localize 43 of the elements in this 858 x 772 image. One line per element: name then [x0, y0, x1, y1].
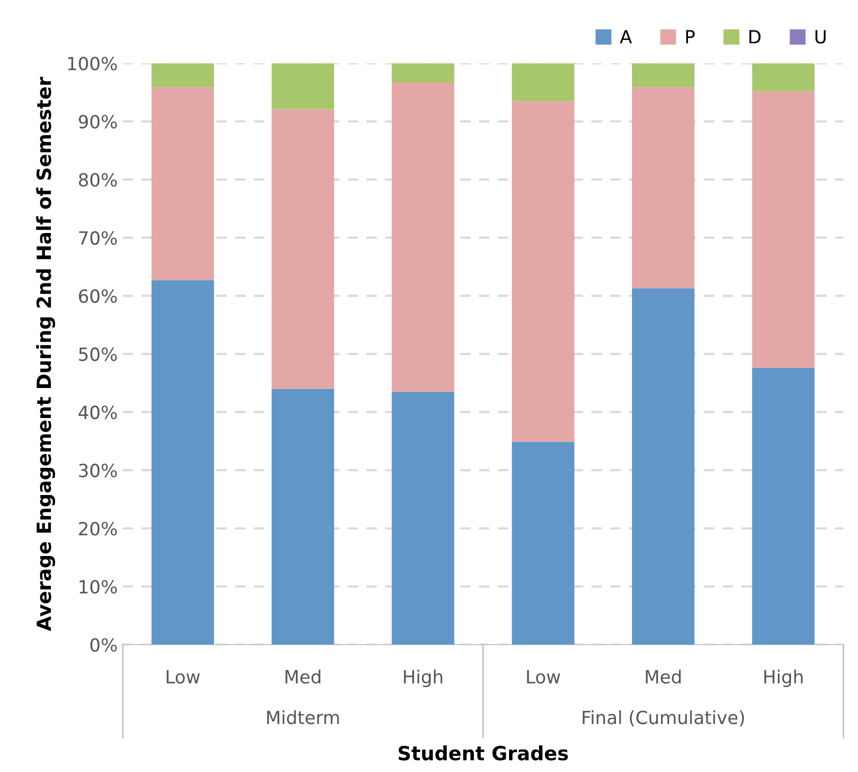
y-tick-label: 60% — [78, 289, 117, 303]
bar — [632, 87, 694, 288]
y-tick-label: 80% — [78, 173, 117, 187]
y-axis-title: Average Engagement During 2nd Half of Semester — [36, 76, 56, 632]
x-tick-label: High — [404, 670, 442, 688]
legend-label: A — [620, 30, 632, 44]
bar — [272, 63, 334, 110]
y-tick-label: 30% — [79, 464, 117, 478]
x-tick-label: Med — [286, 670, 320, 684]
bar — [392, 63, 454, 82]
y-tick-label: 90% — [78, 114, 117, 129]
bar — [752, 63, 815, 92]
legend-label: U — [816, 30, 826, 44]
text: Midterm — [267, 710, 339, 724]
bar — [152, 280, 214, 645]
bar — [392, 392, 454, 645]
y-tick-label: 100% — [68, 56, 117, 70]
y-tick-label: 0% — [90, 638, 117, 652]
bar — [512, 442, 574, 645]
legend-label: P — [686, 30, 695, 44]
bar — [272, 109, 334, 389]
bar — [752, 368, 815, 645]
x-axis-title: Student Grades — [398, 745, 568, 760]
bar — [632, 288, 694, 645]
legend-label: D — [749, 30, 761, 44]
bar — [752, 91, 815, 368]
x-tick-label: High — [764, 670, 803, 688]
y-tick-label: 40% — [78, 406, 117, 420]
y-tick-label: 20% — [79, 522, 117, 536]
bar — [512, 101, 574, 442]
y-tick-label: 50% — [79, 347, 117, 362]
bar — [152, 63, 214, 88]
bar — [632, 63, 694, 88]
bar — [152, 87, 214, 280]
x-tick-label: Low — [166, 670, 200, 684]
x-tick-label: Low — [527, 670, 560, 684]
bar — [272, 388, 334, 645]
text: Final (Cumulative) — [582, 710, 744, 726]
y-tick-label: 70% — [79, 231, 117, 245]
x-tick-label: Med — [646, 670, 681, 684]
y-tick-label: 10% — [80, 580, 117, 594]
bar — [512, 63, 574, 102]
bar — [392, 82, 454, 392]
